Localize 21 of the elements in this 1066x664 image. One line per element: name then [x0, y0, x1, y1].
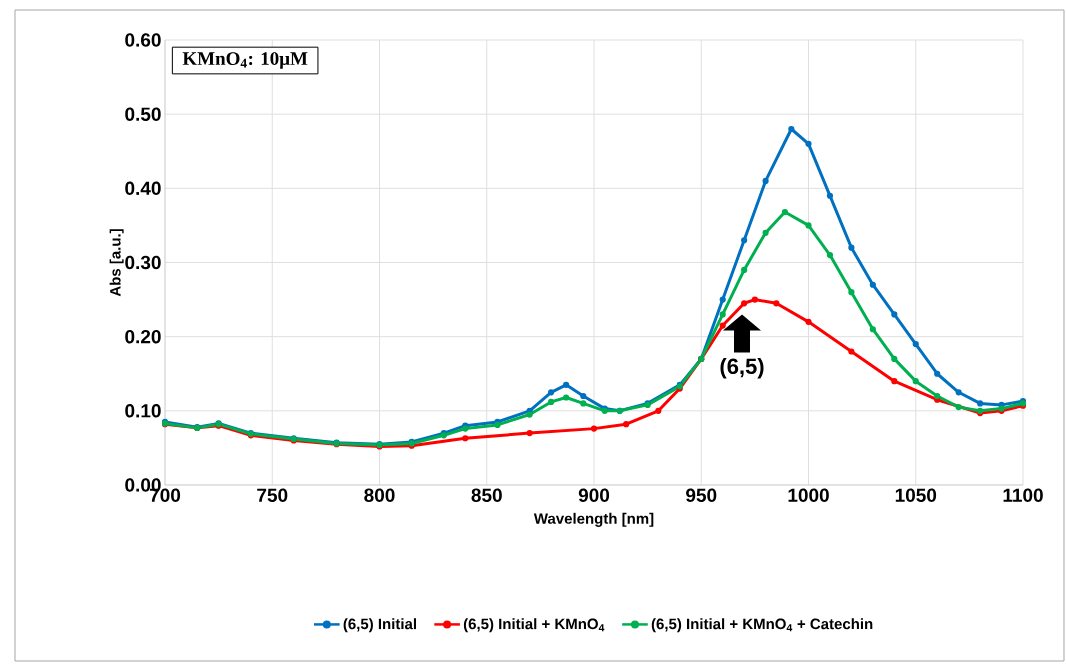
- x-tick-label: 1050: [895, 488, 937, 502]
- y-tick-label: 0.30: [125, 255, 161, 270]
- annotation: (6,5): [720, 357, 764, 379]
- x-tick-label: 850: [471, 488, 502, 502]
- y-tick-label: 0.60: [125, 33, 161, 47]
- y-axis-title: Abs [a.u.]: [109, 229, 124, 297]
- y-tick-label: 0.10: [125, 404, 161, 418]
- x-tick-label: 1100: [1003, 488, 1043, 502]
- legend-label: (6,5) Initial: [343, 618, 416, 633]
- y-tick-label: 0.40: [125, 181, 161, 196]
- annotation: KMnO$_{4}$: 10μM: [182, 52, 308, 69]
- x-axis-title: Wavelength [nm]: [533, 512, 654, 527]
- legend-label: (6,5) Initial + KMnO$_{4}$ + Catechin: [651, 618, 873, 633]
- x-tick-label: 750: [257, 488, 288, 502]
- x-tick-label: 900: [578, 488, 610, 502]
- y-tick-label: 0.50: [125, 107, 161, 121]
- y-tick-label: 0.20: [125, 329, 161, 344]
- x-tick-label: 1000: [788, 488, 829, 502]
- x-tick-label: 800: [364, 488, 395, 502]
- legend-label: (6,5) Initial + KMnO$_{4}$: [463, 618, 605, 633]
- x-tick-label: 950: [686, 488, 717, 502]
